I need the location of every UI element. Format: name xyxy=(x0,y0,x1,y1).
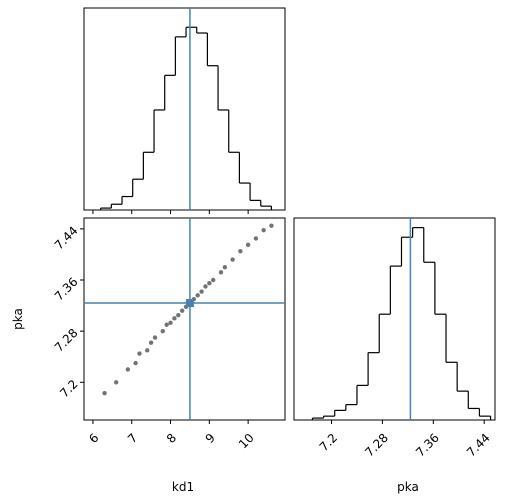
y-tick-label: 7.2 xyxy=(57,377,80,400)
sample-point xyxy=(203,284,208,289)
sample-point xyxy=(179,308,185,313)
x-tick-label: 7.36 xyxy=(413,431,442,460)
sample-point xyxy=(269,223,274,228)
x-tick-label: 7.28 xyxy=(362,431,391,460)
sample-point xyxy=(137,351,142,356)
y-tick-label: 7.44 xyxy=(52,224,81,253)
sample-point xyxy=(253,236,259,241)
y-tick-label: 7.28 xyxy=(52,326,81,355)
sample-point xyxy=(133,360,138,366)
x-tick-label: 7.44 xyxy=(464,431,493,460)
sample-point xyxy=(230,257,235,262)
sample-point xyxy=(176,312,181,318)
sample-point xyxy=(245,242,251,248)
sample-point xyxy=(125,367,131,372)
sample-point xyxy=(114,380,119,385)
sample-point xyxy=(207,281,212,286)
sample-point xyxy=(238,249,243,254)
x-tick-label: 6 xyxy=(86,431,101,446)
sample-point xyxy=(160,328,165,334)
sample-point xyxy=(211,277,216,283)
sample-point xyxy=(102,390,107,396)
x-axis-label: pka xyxy=(397,480,419,494)
sample-point xyxy=(145,348,150,353)
sample-point xyxy=(261,227,266,233)
x-tick-label: 7 xyxy=(125,431,140,446)
sample-point xyxy=(168,320,173,326)
x-tick-label: 8 xyxy=(164,431,179,446)
sample-point xyxy=(199,289,204,294)
x-tick-label: 9 xyxy=(203,431,218,446)
sample-point xyxy=(148,340,154,345)
panel-frame xyxy=(293,217,496,421)
x-tick-label: 7.2 xyxy=(317,431,340,454)
sample-point xyxy=(222,265,228,270)
panel-frame xyxy=(83,7,286,211)
truth-marker xyxy=(185,299,194,308)
sample-point xyxy=(218,270,224,275)
sample-point xyxy=(164,322,169,327)
sample-point xyxy=(172,316,177,321)
sample-point xyxy=(195,293,200,298)
y-axis-label: pka xyxy=(11,308,25,330)
sample-point xyxy=(152,335,158,340)
x-tick-label: 10 xyxy=(236,431,257,452)
x-axis-label: kd1 xyxy=(172,480,194,494)
panel-frame xyxy=(83,217,286,421)
y-tick-label: 7.36 xyxy=(52,275,81,304)
